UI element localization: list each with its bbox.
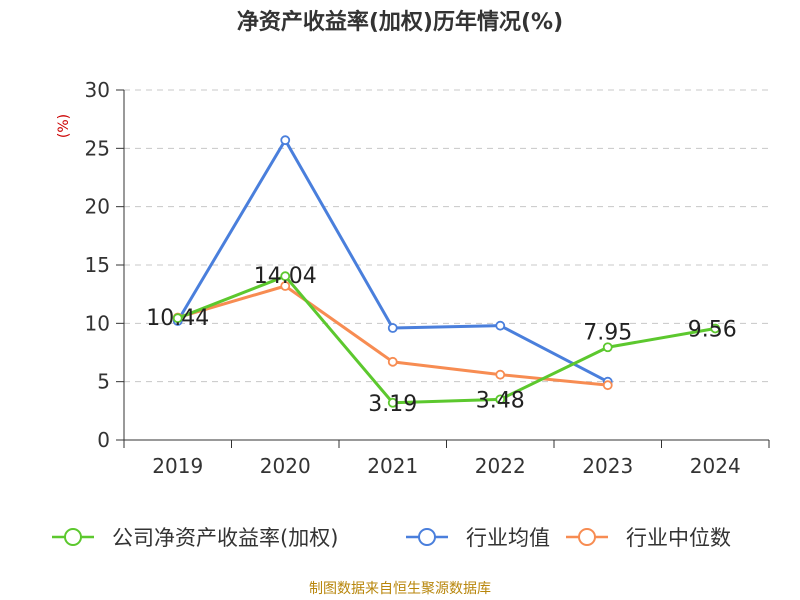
data-label: 14.04 xyxy=(254,264,317,289)
data-point xyxy=(172,313,183,324)
legend-marker xyxy=(64,528,82,546)
legend: 公司净资产收益率(加权) 行业均值 行业中位数 xyxy=(52,526,731,550)
data-point xyxy=(495,320,506,331)
legend-label: 行业中位数 xyxy=(626,526,731,550)
y-tick-label: 0 xyxy=(97,428,110,452)
data-label: 10.44 xyxy=(146,306,209,331)
series-line-company xyxy=(177,274,716,405)
data-point xyxy=(602,380,613,391)
x-tick-label: 2019 xyxy=(152,454,203,478)
y-tick-label: 15 xyxy=(85,253,110,277)
source-note: 制图数据来自恒生聚源数据库 xyxy=(309,581,491,597)
legend-label: 公司净资产收益率(加权) xyxy=(112,526,338,550)
data-point xyxy=(387,397,398,408)
data-point xyxy=(495,369,506,380)
data-point xyxy=(602,342,613,353)
series-lines xyxy=(172,135,721,408)
series-line-industry-avg xyxy=(176,138,609,383)
x-tick-label: 2022 xyxy=(475,454,526,478)
data-point xyxy=(387,323,398,333)
data-point xyxy=(495,394,506,405)
legend-marker xyxy=(578,528,596,546)
y-tick-label: 25 xyxy=(85,136,110,160)
data-labels: 10.44 14.04 3.19 3.48 7.95 9.56 xyxy=(146,264,736,417)
y-axis-unit-label: (%) xyxy=(56,114,72,138)
data-point xyxy=(710,323,721,334)
data-point xyxy=(280,281,291,291)
legend-marker xyxy=(418,528,436,546)
data-point xyxy=(387,356,398,367)
y-tick-label: 10 xyxy=(85,311,110,335)
data-point xyxy=(280,271,291,282)
x-tick-label: 2024 xyxy=(690,454,741,478)
data-point xyxy=(280,135,291,146)
data-label: 3.48 xyxy=(476,388,525,413)
data-label: 3.19 xyxy=(368,392,417,417)
grid-lines xyxy=(124,89,769,383)
axes: 0 5 10 15 20 25 30 2019 2020 2021 2022 2023 2024 xyxy=(85,78,770,478)
x-tick-label: 2021 xyxy=(367,454,418,478)
x-tick-label: 2023 xyxy=(582,454,633,478)
data-label: 9.56 xyxy=(688,317,737,342)
y-tick-label: 5 xyxy=(97,370,110,394)
data-label: 7.95 xyxy=(583,320,632,345)
y-tick-label: 20 xyxy=(85,195,110,219)
legend-label: 行业均值 xyxy=(466,526,550,550)
series-line-industry-median xyxy=(177,284,608,387)
y-tick-label: 30 xyxy=(85,78,110,102)
chart-title: 净资产收益率(加权)历年情况(%) xyxy=(236,10,564,35)
x-tick-label: 2020 xyxy=(260,454,311,478)
